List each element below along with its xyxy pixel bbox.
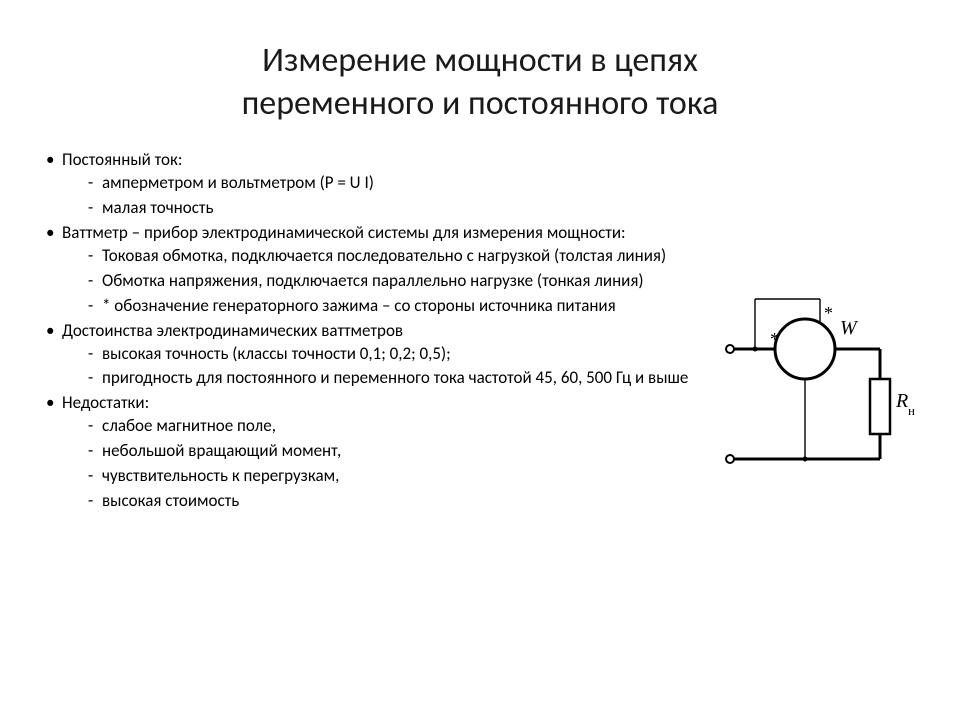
sub-text: чувствительность к перегрузкам, xyxy=(102,465,339,486)
bullet-item: Постоянный ток: амперметром и вольтметро… xyxy=(40,149,710,220)
sub-text: небольшой вращающий момент, xyxy=(102,440,341,461)
sub-item: малая точность xyxy=(62,197,710,220)
bullet-text: Ваттметр – прибор электродинамической си… xyxy=(62,222,626,243)
sub-text: Обмотка напряжения, подключается паралле… xyxy=(102,270,644,291)
sub-text: малая точность xyxy=(102,197,214,218)
junction-dot-icon xyxy=(753,347,758,352)
bullet-item: Достоинства электродинамических ваттметр… xyxy=(40,320,710,391)
sub-text: * обозначение генераторного зажима – со … xyxy=(102,295,616,316)
sub-item: высокая стоимость xyxy=(62,490,710,513)
sub-text: Токовая обмотка, подключается последоват… xyxy=(102,245,666,266)
terminal-top-icon xyxy=(726,345,734,353)
content-row: Постоянный ток: амперметром и вольтметро… xyxy=(40,149,920,515)
star-marker: * xyxy=(824,303,833,323)
star-marker: * xyxy=(770,329,779,349)
diagram-column: * * W R н xyxy=(720,279,920,489)
sub-item: амперметром и вольтметром (P = U I) xyxy=(62,172,710,195)
terminal-bottom-icon xyxy=(726,455,734,463)
slide: Измерение мощности в цепях переменного и… xyxy=(0,0,960,720)
sub-text: пригодность для постоянного и переменног… xyxy=(102,367,688,388)
wattmeter-label: W xyxy=(840,317,859,339)
sub-list: амперметром и вольтметром (P = U I) мала… xyxy=(62,172,710,220)
sub-item: Обмотка напряжения, подключается паралле… xyxy=(62,270,710,293)
sub-item: Токовая обмотка, подключается последоват… xyxy=(62,245,710,268)
junction-dot-icon xyxy=(803,457,808,462)
bullet-item: Ваттметр – прибор электродинамической си… xyxy=(40,222,710,318)
title-line-2: переменного и постоянного тока xyxy=(242,83,719,124)
sub-item: высокая точность (классы точности 0,1; 0… xyxy=(62,343,710,366)
sub-item: чувствительность к перегрузкам, xyxy=(62,465,710,488)
wattmeter-icon xyxy=(775,319,835,379)
bullet-text: Постоянный ток: xyxy=(62,149,182,170)
sub-list: высокая точность (классы точности 0,1; 0… xyxy=(62,343,710,391)
sub-item: слабое магнитное поле, xyxy=(62,415,710,438)
sub-text: слабое магнитное поле, xyxy=(102,415,276,436)
bullet-list: Постоянный ток: амперметром и вольтметро… xyxy=(40,149,710,513)
sub-list: слабое магнитное поле, небольшой вращающ… xyxy=(62,415,710,513)
sub-item: пригодность для постоянного и переменног… xyxy=(62,367,710,390)
wattmeter-circuit-diagram: * * W R н xyxy=(720,279,920,489)
sub-text: высокая точность (классы точности 0,1; 0… xyxy=(102,343,451,364)
text-column: Постоянный ток: амперметром и вольтметро… xyxy=(40,149,710,515)
sub-text: высокая стоимость xyxy=(102,490,239,511)
load-label: R xyxy=(895,390,908,412)
load-label-sub: н xyxy=(908,403,915,418)
sub-text: амперметром и вольтметром (P = U I) xyxy=(102,172,374,193)
sub-item: * обозначение генераторного зажима – со … xyxy=(62,295,710,318)
bullet-item: Недостатки: слабое магнитное поле, небол… xyxy=(40,392,710,513)
bullet-text: Недостатки: xyxy=(62,392,149,413)
slide-title: Измерение мощности в цепях переменного и… xyxy=(100,40,860,125)
load-resistor-icon xyxy=(870,379,890,434)
sub-list: Токовая обмотка, подключается последоват… xyxy=(62,245,710,318)
bullet-text: Достоинства электродинамических ваттметр… xyxy=(62,320,403,341)
sub-item: небольшой вращающий момент, xyxy=(62,440,710,463)
title-line-1: Измерение мощности в цепях xyxy=(262,40,698,81)
